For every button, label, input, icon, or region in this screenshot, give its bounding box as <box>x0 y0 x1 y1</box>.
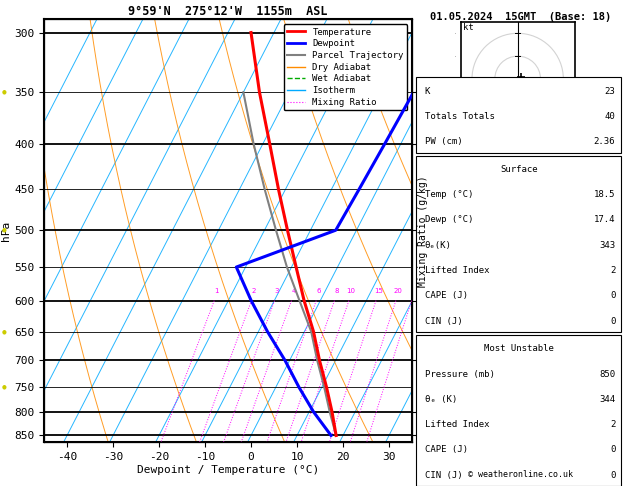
Text: 2: 2 <box>610 266 615 275</box>
Text: θₑ (K): θₑ (K) <box>425 395 457 404</box>
Text: 0: 0 <box>610 445 615 454</box>
Text: 01.05.2024  15GMT  (Base: 18): 01.05.2024 15GMT (Base: 18) <box>430 12 611 22</box>
Text: ●: ● <box>1 90 6 95</box>
Text: Pressure (mb): Pressure (mb) <box>425 369 494 379</box>
Text: Lifted Index: Lifted Index <box>425 266 489 275</box>
Text: θₑ(K): θₑ(K) <box>425 241 452 250</box>
Text: Surface: Surface <box>500 165 538 174</box>
Text: 344: 344 <box>599 395 615 404</box>
Title: 9°59'N  275°12'W  1155m  ASL: 9°59'N 275°12'W 1155m ASL <box>128 5 328 18</box>
Text: 18.5: 18.5 <box>594 190 615 199</box>
Text: 4: 4 <box>292 288 296 294</box>
Y-axis label: hPa: hPa <box>1 221 11 241</box>
Text: © weatheronline.co.uk: © weatheronline.co.uk <box>468 469 572 479</box>
Text: CIN (J): CIN (J) <box>425 470 462 480</box>
Text: 15: 15 <box>374 288 382 294</box>
Text: Lifted Index: Lifted Index <box>425 420 489 429</box>
Text: 17.4: 17.4 <box>594 215 615 225</box>
Text: CAPE (J): CAPE (J) <box>425 445 467 454</box>
Text: 10: 10 <box>347 288 355 294</box>
Text: ●: ● <box>1 329 6 334</box>
Text: 40: 40 <box>604 112 615 121</box>
Text: 0: 0 <box>610 316 615 326</box>
Text: 0: 0 <box>610 470 615 480</box>
Text: ●: ● <box>1 228 6 233</box>
Text: CAPE (J): CAPE (J) <box>425 291 467 300</box>
Text: 2: 2 <box>610 420 615 429</box>
X-axis label: Dewpoint / Temperature (°C): Dewpoint / Temperature (°C) <box>137 465 319 475</box>
Text: CIN (J): CIN (J) <box>425 316 462 326</box>
Text: 6: 6 <box>316 288 321 294</box>
Text: K: K <box>425 87 430 96</box>
Text: 2: 2 <box>252 288 256 294</box>
Y-axis label: km
ASL: km ASL <box>455 220 473 242</box>
Text: Totals Totals: Totals Totals <box>425 112 494 121</box>
Text: 2.36: 2.36 <box>594 137 615 146</box>
Text: ●: ● <box>1 384 6 390</box>
Text: 8: 8 <box>335 288 339 294</box>
Text: 20: 20 <box>394 288 403 294</box>
Text: 850: 850 <box>599 369 615 379</box>
Text: Most Unstable: Most Unstable <box>484 344 554 353</box>
Text: Temp (°C): Temp (°C) <box>425 190 473 199</box>
Text: kt: kt <box>463 23 474 32</box>
Text: Mixing Ratio (g/kg): Mixing Ratio (g/kg) <box>418 175 428 287</box>
Text: Dewp (°C): Dewp (°C) <box>425 215 473 225</box>
Text: 23: 23 <box>604 87 615 96</box>
Text: 1: 1 <box>214 288 219 294</box>
Text: PW (cm): PW (cm) <box>425 137 462 146</box>
Legend: Temperature, Dewpoint, Parcel Trajectory, Dry Adiabat, Wet Adiabat, Isotherm, Mi: Temperature, Dewpoint, Parcel Trajectory… <box>284 24 408 110</box>
Text: 0: 0 <box>610 291 615 300</box>
Text: 3: 3 <box>275 288 279 294</box>
Text: 343: 343 <box>599 241 615 250</box>
